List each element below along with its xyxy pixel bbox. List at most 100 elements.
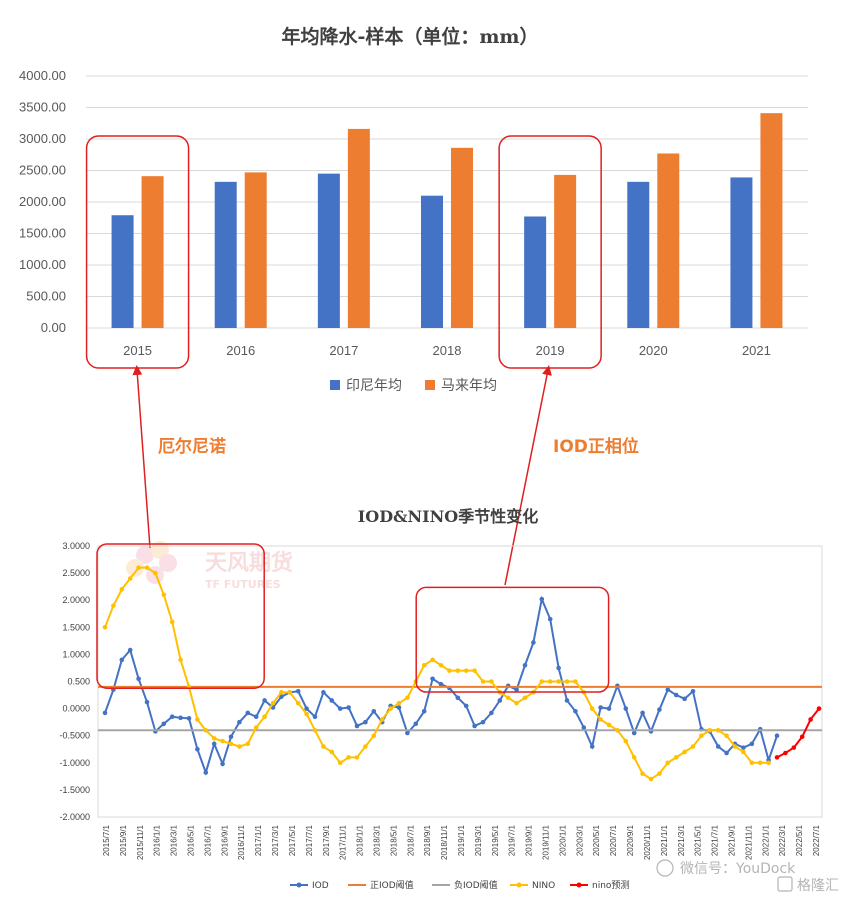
series-point — [279, 690, 284, 695]
bar-malaysia-2016 — [244, 172, 267, 328]
series-point — [253, 714, 259, 720]
series-point — [732, 744, 738, 749]
line-x-tick-label: 2018/5/1 — [389, 824, 398, 856]
line-x-tick-label: 2015/11/1 — [136, 824, 145, 860]
series-point — [295, 688, 301, 694]
series-point — [455, 695, 461, 701]
series-point — [808, 717, 813, 722]
series-point — [783, 750, 788, 756]
series-point — [388, 706, 393, 711]
series-point — [354, 755, 360, 760]
series-point — [237, 744, 242, 749]
legend-marker — [516, 882, 522, 888]
line-x-tick-label: 2016/5/1 — [187, 824, 196, 856]
bar-malaysia-2015 — [141, 176, 164, 328]
series-point — [228, 741, 234, 747]
series-point — [539, 596, 545, 602]
line-chart-title: IOD&NINO季节性变化 — [358, 507, 538, 526]
line-chart-series — [98, 565, 822, 782]
series-point — [396, 705, 402, 710]
series-point — [715, 744, 721, 749]
brand-logo-icon — [777, 876, 793, 892]
line-y-tick-label: 1.5000 — [62, 622, 90, 632]
bar-x-tick-label: 2019 — [536, 343, 565, 358]
series-point — [195, 717, 200, 722]
line-x-tick-label: 2018/1/1 — [356, 824, 365, 856]
series-point — [648, 776, 654, 782]
bar-chart-title: 年均降水-样本（单位：mm） — [281, 25, 538, 48]
series-point — [547, 616, 553, 622]
series-point — [724, 750, 729, 756]
series-point — [489, 679, 494, 684]
series-point — [211, 736, 217, 741]
line-chart-y-tick-labels: -2.0000 -1.5000 -1.0000 -0.5000 0.0000 0.500 1… — [59, 541, 90, 822]
series-point — [480, 719, 486, 725]
bar-chart-gridlines — [86, 75, 808, 329]
line-x-tick-label: 2022/3/1 — [778, 824, 787, 856]
series-point — [354, 723, 360, 729]
series-point — [514, 700, 519, 706]
series-point — [379, 717, 385, 722]
series-point — [547, 679, 553, 684]
line-y-tick-label: 2.0000 — [62, 595, 90, 605]
series-point — [766, 760, 771, 766]
iod-positive-label: IOD正相位 — [553, 436, 639, 457]
series-point — [715, 727, 721, 733]
series-point — [421, 662, 427, 668]
bar-indonesia-2018 — [421, 195, 443, 328]
bar-y-tick-label: 1000.00 — [19, 257, 66, 272]
series-point — [203, 770, 209, 775]
series-point — [329, 749, 335, 755]
iod-nino-line-chart: IOD&NINO季节性变化 -2.0000 -1.5000 -1.0000 -0.50… — [59, 507, 823, 891]
line-x-tick-label: 2020/1/1 — [558, 824, 567, 856]
series-point — [321, 690, 326, 695]
line-y-tick-label: -2.0000 — [59, 812, 90, 822]
series-point — [371, 733, 377, 738]
bar-y-tick-label: 2500.00 — [19, 163, 66, 178]
line-x-tick-label: 2016/11/1 — [237, 824, 246, 860]
series-point — [169, 714, 175, 720]
line-legend-label: 负IOD阈值 — [454, 879, 498, 891]
series-point — [463, 703, 469, 709]
line-x-tick-label: 2018/3/1 — [372, 824, 381, 856]
bar-y-tick-label: 500.00 — [26, 289, 66, 304]
bar-chart-legend: 印尼年均 马来年均 — [330, 378, 497, 394]
bar-indonesia-2015 — [111, 215, 134, 328]
series-point — [573, 709, 578, 714]
series-point — [430, 657, 435, 663]
line-x-tick-label: 2020/7/1 — [609, 824, 618, 856]
bar-indonesia-2016 — [214, 181, 237, 328]
series-point — [556, 679, 561, 684]
series-point — [640, 771, 645, 776]
series-point — [363, 719, 368, 725]
line-x-tick-label: 2022/1/1 — [761, 824, 770, 856]
line-x-tick-label: 2020/9/1 — [626, 824, 635, 856]
series-point — [497, 698, 503, 703]
series-point — [371, 709, 377, 714]
line-highlight-box — [415, 586, 610, 693]
series-point — [472, 723, 477, 729]
series-point — [573, 679, 578, 684]
series-point — [673, 755, 679, 760]
series-point — [363, 744, 368, 749]
series-point — [463, 668, 469, 673]
line-x-tick-label: 2015/9/1 — [119, 824, 128, 856]
series-point — [615, 727, 620, 733]
line-x-tick-label: 2016/7/1 — [203, 824, 212, 856]
line-x-tick-label: 2019/7/1 — [508, 824, 517, 856]
series-point — [447, 668, 452, 673]
el-nino-label: 厄尔尼诺 — [158, 436, 226, 457]
series-point — [195, 746, 200, 752]
series-point — [799, 734, 805, 740]
series-point — [665, 760, 671, 766]
line-x-tick-label: 2018/9/1 — [423, 824, 432, 856]
wechat-watermark: 微信号：YouDock 格隆汇 — [656, 859, 839, 894]
series-point — [304, 706, 309, 711]
line-x-tick-label: 2019/5/1 — [491, 824, 500, 856]
series-0 — [102, 595, 780, 776]
bar-legend-label: 印尼年均 — [346, 378, 402, 394]
series-point — [161, 592, 167, 598]
series-point — [682, 749, 687, 755]
series-point — [774, 755, 780, 760]
series-point — [505, 695, 511, 701]
